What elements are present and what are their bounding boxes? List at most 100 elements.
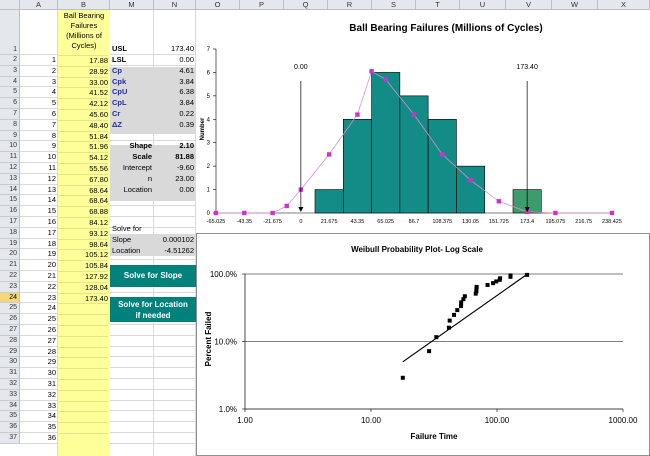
- cell-a[interactable]: 17: [47, 227, 56, 237]
- cell-b[interactable]: 55.56: [58, 163, 108, 174]
- cell-b[interactable]: [58, 303, 108, 314]
- stat-value[interactable]: 3.84: [179, 98, 194, 108]
- cell-b[interactable]: [58, 314, 108, 325]
- cell-a[interactable]: 32: [47, 389, 56, 399]
- cell-a[interactable]: 2: [51, 65, 56, 75]
- cell-a[interactable]: 27: [47, 335, 56, 345]
- cell-b[interactable]: [58, 389, 108, 401]
- solve-for-location-button[interactable]: Solve for Location if needed: [110, 297, 196, 322]
- row-header-29[interactable]: 29: [0, 346, 20, 358]
- cell-b[interactable]: 41.52: [58, 87, 108, 98]
- weibull-value[interactable]: -9.60: [176, 163, 194, 172]
- col-header-m[interactable]: M: [110, 0, 154, 10]
- row-header-2[interactable]: 2: [0, 55, 20, 66]
- cell-a[interactable]: 20: [47, 260, 56, 270]
- row-header-31[interactable]: 31: [0, 368, 20, 379]
- location-value[interactable]: -4.51262: [164, 246, 194, 255]
- cell-a[interactable]: 28: [47, 346, 56, 356]
- cell-a[interactable]: 16: [47, 217, 56, 226]
- row-header-26[interactable]: 26: [0, 314, 20, 325]
- row-header-28[interactable]: 28: [0, 335, 20, 347]
- cell-a[interactable]: 3: [51, 76, 56, 86]
- row-header-13[interactable]: 13: [0, 173, 20, 185]
- col-b-header[interactable]: Ball Bearing Failures (Millions of Cycle…: [58, 11, 110, 51]
- cell-a[interactable]: 5: [51, 98, 56, 108]
- row-header-8[interactable]: 8: [0, 119, 20, 131]
- cell-a[interactable]: 1: [51, 55, 56, 64]
- row-header-33[interactable]: 33: [0, 389, 20, 401]
- cell-a[interactable]: 36: [47, 433, 56, 442]
- cell-a[interactable]: 19: [47, 249, 56, 259]
- stat-value[interactable]: 6.38: [179, 87, 194, 97]
- row-header-4[interactable]: 4: [0, 76, 20, 88]
- cell-b[interactable]: 93.12: [58, 227, 108, 239]
- row-header-19[interactable]: 19: [0, 238, 20, 250]
- col-header-t[interactable]: T: [416, 0, 460, 10]
- cell-b[interactable]: [58, 433, 108, 444]
- col-header-q[interactable]: Q: [284, 0, 328, 10]
- row-header-3[interactable]: 3: [0, 65, 20, 77]
- row-header-16[interactable]: 16: [0, 206, 20, 217]
- row-header-22[interactable]: 22: [0, 271, 20, 282]
- cell-b[interactable]: 33.00: [58, 76, 108, 88]
- row-header-34[interactable]: 34: [0, 400, 20, 412]
- row-header-30[interactable]: 30: [0, 357, 20, 369]
- cell-b[interactable]: [58, 422, 108, 433]
- cell-a[interactable]: 24: [47, 303, 56, 313]
- cell-b[interactable]: 45.60: [58, 109, 108, 120]
- cell-a[interactable]: 35: [47, 422, 56, 432]
- row-header-35[interactable]: 35: [0, 411, 20, 423]
- row-header-27[interactable]: 27: [0, 325, 20, 336]
- col-header-x[interactable]: X: [598, 0, 650, 10]
- cell-b[interactable]: 68.64: [58, 195, 108, 206]
- cell-b[interactable]: 84.12: [58, 217, 108, 228]
- stat-value[interactable]: 173.40: [171, 44, 194, 53]
- cell-a[interactable]: 7: [51, 119, 56, 129]
- row-header-5[interactable]: 5: [0, 87, 20, 99]
- weibull-chart[interactable]: Weibull Probability Plot- Log Scale Fail…: [196, 233, 650, 456]
- row-header-6[interactable]: 6: [0, 98, 20, 109]
- cell-a[interactable]: 11: [48, 163, 56, 172]
- row-header-32[interactable]: 32: [0, 379, 20, 390]
- cell-b[interactable]: 127.92: [58, 271, 108, 282]
- cell-b[interactable]: 42.12: [58, 98, 108, 109]
- cell-a[interactable]: 25: [47, 314, 56, 324]
- cell-b[interactable]: 105.12: [58, 249, 108, 260]
- cell-b[interactable]: 54.12: [58, 152, 108, 163]
- row-header-15[interactable]: 15: [0, 195, 20, 207]
- cell-b[interactable]: [58, 357, 108, 368]
- weibull-value[interactable]: 23.00: [175, 173, 194, 183]
- col-header-s[interactable]: S: [372, 0, 416, 10]
- row-header-1[interactable]: 1: [0, 10, 20, 55]
- cell-b[interactable]: 51.84: [58, 130, 108, 142]
- stat-value[interactable]: 0.00: [179, 55, 194, 64]
- cell-a[interactable]: 29: [47, 357, 56, 367]
- cell-a[interactable]: 6: [51, 109, 56, 118]
- cell-a[interactable]: 12: [47, 173, 56, 183]
- cell-b[interactable]: 68.64: [58, 184, 108, 196]
- select-all-corner[interactable]: [0, 0, 20, 10]
- stat-value[interactable]: 3.84: [179, 76, 194, 86]
- row-header-20[interactable]: 20: [0, 249, 20, 261]
- cell-a[interactable]: 8: [51, 130, 56, 140]
- row-header-25[interactable]: 25: [0, 303, 20, 315]
- cell-a[interactable]: 14: [47, 195, 56, 205]
- slope-value[interactable]: 0.000102: [162, 235, 194, 244]
- row-header-24[interactable]: 24: [0, 292, 20, 304]
- cell-a[interactable]: 10: [47, 152, 56, 162]
- row-header-21[interactable]: 21: [0, 260, 20, 271]
- col-header-b[interactable]: B: [58, 0, 110, 10]
- cell-a[interactable]: 4: [51, 87, 56, 97]
- cell-a[interactable]: 21: [47, 271, 56, 280]
- col-header-u[interactable]: U: [460, 0, 506, 10]
- row-header-17[interactable]: 17: [0, 217, 20, 228]
- row-header-12[interactable]: 12: [0, 163, 20, 174]
- cell-a[interactable]: 34: [47, 411, 56, 421]
- row-header-10[interactable]: 10: [0, 141, 20, 153]
- row-header-23[interactable]: 23: [0, 281, 20, 293]
- cell-a[interactable]: 23: [47, 292, 56, 302]
- histogram-chart[interactable]: Ball Bearing Failures (Millions of Cycle…: [196, 11, 650, 233]
- cell-b[interactable]: 28.92: [58, 65, 108, 77]
- cell-b[interactable]: [58, 379, 108, 390]
- row-header-36[interactable]: 36: [0, 422, 20, 433]
